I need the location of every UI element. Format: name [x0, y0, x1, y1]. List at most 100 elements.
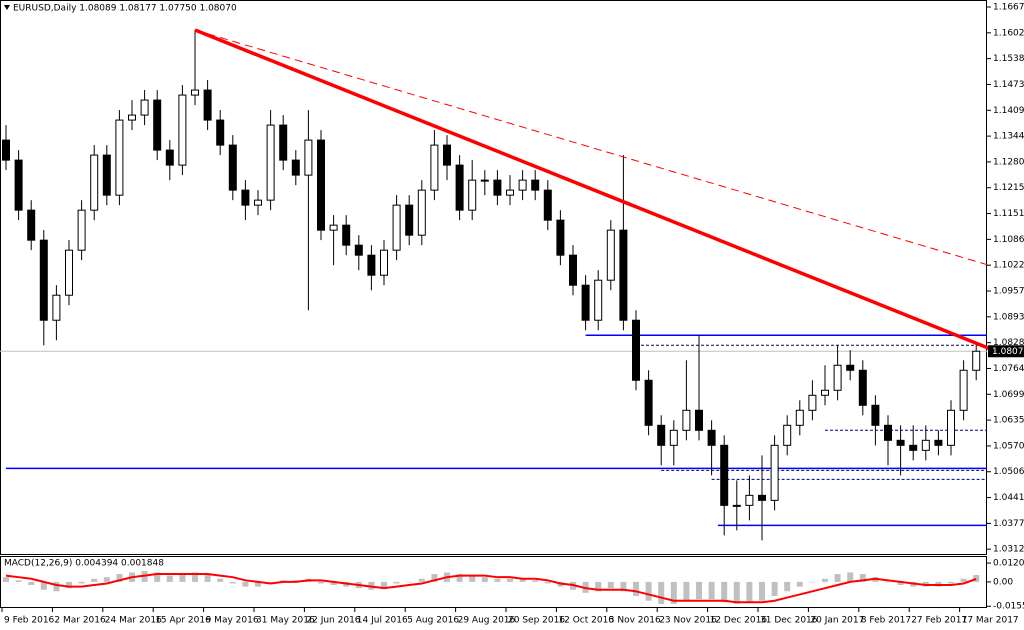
macd-bar [330, 581, 337, 586]
x-tick-label: 14 Jul 2016 [357, 616, 408, 626]
signal-line [5, 573, 977, 604]
candle-body [745, 494, 754, 506]
x-tick-label: 5 Aug 2016 [407, 616, 459, 626]
macd-bar [507, 578, 513, 582]
candle-body [354, 244, 363, 256]
candle-body [896, 439, 905, 446]
candle-body [128, 114, 136, 121]
x-tick-label: 17 Mar 2017 [962, 616, 1019, 626]
y-tick-label: 1.08930 [993, 312, 1024, 322]
candle-body [833, 364, 842, 391]
candle-body [14, 159, 23, 211]
macd-bar [204, 574, 211, 582]
candle-body [531, 179, 540, 191]
macd-bar [532, 580, 539, 582]
x-tick-label: 8 Feb 2017 [861, 616, 911, 626]
macd-bar [771, 581, 778, 597]
y-tick-label: 1.03770 [993, 519, 1024, 529]
macd-bar [28, 581, 35, 586]
macd-bar [40, 581, 47, 590]
macd-bar [544, 581, 551, 584]
candle-body [947, 409, 955, 446]
candle-body [707, 429, 716, 446]
macd-title: MACD(12,26,9) 0.004394 0.001848 [4, 559, 164, 569]
y-tick-label: 1.10865 [993, 235, 1024, 245]
macd-bar [683, 581, 690, 601]
x-tick-label: 31 May 2016 [256, 616, 315, 626]
macd-bar [431, 574, 438, 582]
x-tick-label: 22 Jun 2016 [306, 616, 360, 626]
x-tick-label: 15 Apr 2016 [155, 616, 211, 626]
macd-bar [784, 581, 791, 592]
macd-bar [670, 581, 677, 604]
macd-bar [229, 581, 236, 584]
price-label: 1.08070 [992, 347, 1024, 357]
macd-bar [847, 572, 854, 582]
candle-body [569, 254, 577, 286]
macd-bar [15, 580, 22, 582]
candle-body [795, 409, 804, 426]
y-tick-label: 1.13445 [993, 132, 1024, 142]
candle-body [455, 164, 464, 211]
y-tick-label: 1.08285 [993, 338, 1024, 348]
y-tick-label: 1.05060 [993, 467, 1024, 477]
collapse-icon[interactable] [4, 5, 10, 10]
trend-line [194, 28, 990, 350]
macd-bar [607, 581, 614, 589]
macd-bar [66, 581, 72, 589]
y-tick-label: 1.05705 [993, 441, 1024, 451]
candle-body [556, 219, 565, 256]
candle-body [871, 404, 880, 426]
candle-body [732, 504, 741, 507]
y-tick-label: -0.015513 [993, 602, 1024, 612]
macd-bar [481, 577, 488, 582]
candle-body [518, 179, 527, 191]
candle-body [279, 124, 288, 161]
x-tick-label: 12 Dec 2016 [710, 616, 768, 626]
y-tick-label: 0.012013 [993, 559, 1024, 569]
candle-body [669, 429, 678, 446]
candle-body [443, 144, 451, 166]
x-tick-label: 20 Jan 2017 [810, 616, 864, 626]
candle-body [380, 249, 388, 276]
x-tick-label: 9 May 2016 [206, 616, 259, 626]
x-tick-label: 20 Sep 2016 [508, 616, 565, 626]
candle-body [2, 139, 10, 161]
candle-body [934, 439, 943, 446]
x-tick-label: 3 Nov 2016 [609, 616, 661, 626]
macd-bar [267, 581, 274, 583]
main-frame [0, 0, 987, 555]
macd-bar [809, 581, 816, 583]
candle-body [140, 99, 149, 116]
x-tick-label: 29 Aug 2016 [458, 616, 516, 626]
macd-bar [796, 581, 803, 587]
macd-bar [469, 575, 476, 582]
candle-body [178, 94, 187, 166]
candle-body [304, 139, 313, 176]
candle-body [720, 444, 729, 506]
candle-body [758, 494, 766, 501]
macd-bar [658, 581, 665, 604]
candle-body [241, 189, 250, 206]
macd-bar [179, 574, 186, 582]
macd-bar [595, 581, 602, 592]
candle-body [821, 389, 829, 396]
macd-bar [406, 581, 413, 583]
candle-body [972, 350, 981, 371]
macd-bar [885, 581, 891, 583]
macd-bar [721, 581, 728, 603]
candle-body [203, 89, 212, 121]
macd-bar [822, 578, 828, 582]
macd-bar [78, 581, 85, 584]
y-tick-label: 1.09575 [993, 287, 1024, 297]
macd-bar [859, 574, 866, 582]
y-tick-label: 1.16670 [993, 3, 1024, 13]
macd-bar [217, 578, 224, 582]
y-tick-label: 0.00 [993, 577, 1013, 587]
candle-body [808, 394, 817, 411]
candle-body [909, 444, 918, 451]
candle-body [846, 364, 855, 371]
x-tick-label: 12 Oct 2016 [558, 616, 614, 626]
y-tick-label: 1.12800 [993, 157, 1024, 167]
